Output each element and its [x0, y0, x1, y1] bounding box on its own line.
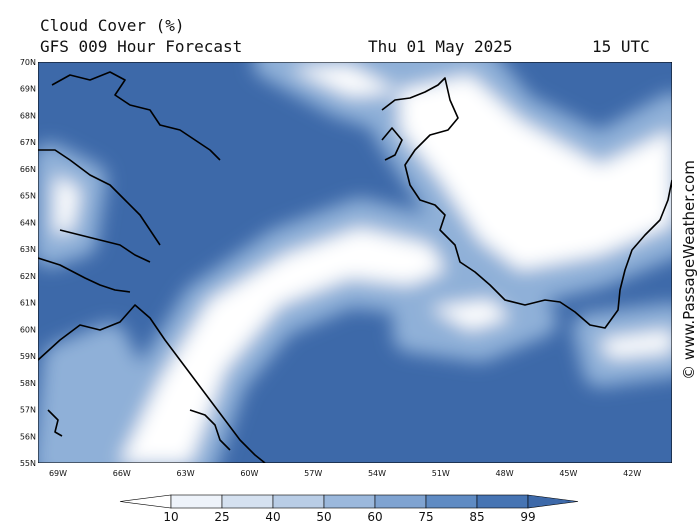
- coastlines: [38, 71, 672, 463]
- colorbar-label: 99: [520, 510, 535, 524]
- lat-label: 68N: [20, 111, 36, 120]
- colorbar-bin: [323, 494, 376, 509]
- lon-label: 60W: [240, 469, 258, 478]
- lat-label: 61N: [20, 299, 36, 308]
- lat-label: 58N: [20, 379, 36, 388]
- colorbar-bin: [170, 494, 223, 509]
- lon-label: 69W: [49, 469, 67, 478]
- lon-label: 63W: [177, 469, 195, 478]
- colorbar-high-arrow: [527, 494, 579, 509]
- map-field: [38, 62, 672, 463]
- lon-axis: 69W 66W 63W 60W 57W 54W 51W 48W 45W 42W: [49, 469, 641, 478]
- lat-label: 64N: [20, 218, 36, 227]
- colorbar-bin: [221, 494, 274, 509]
- lon-label: 66W: [113, 469, 131, 478]
- subtitle: GFS 009 Hour Forecast: [40, 37, 242, 56]
- colorbar-label: 85: [469, 510, 484, 524]
- colorbar-bin: [425, 494, 478, 509]
- lat-label: 59N: [20, 352, 36, 361]
- title: Cloud Cover (%): [40, 16, 185, 35]
- lon-label: 45W: [559, 469, 577, 478]
- colorbar-label: 25: [214, 510, 229, 524]
- time: 15 UTC: [592, 37, 650, 56]
- lat-label: 56N: [20, 432, 36, 441]
- colorbar-label: 60: [367, 510, 382, 524]
- colorbar-bin: [374, 494, 427, 509]
- lat-label: 66N: [20, 165, 36, 174]
- lat-label: 69N: [20, 85, 36, 94]
- lon-label: 54W: [368, 469, 386, 478]
- lat-label: 55N: [20, 459, 36, 468]
- lon-label: 48W: [496, 469, 514, 478]
- colorbar-label: 75: [418, 510, 433, 524]
- colorbar: 10 25 40 50 60 75 85 99: [119, 494, 579, 524]
- lat-axis: 70N 69N 68N 67N 66N 65N 64N 63N 62N 61N 60N 59N 58N 5…: [20, 58, 36, 468]
- lat-label: 62N: [20, 272, 36, 281]
- colorbar-bin: [476, 494, 529, 509]
- date: Thu 01 May 2025: [368, 37, 513, 56]
- lon-label: 57W: [304, 469, 322, 478]
- lat-label: 57N: [20, 406, 36, 415]
- lon-label: 51W: [432, 469, 450, 478]
- colorbar-label: 50: [316, 510, 331, 524]
- lat-label: 65N: [20, 192, 36, 201]
- colorbar-bin: [272, 494, 325, 509]
- colorbar-label: 10: [163, 510, 178, 524]
- lon-label: 42W: [623, 469, 641, 478]
- colorbar-low-arrow: [119, 494, 172, 509]
- lat-label: 63N: [20, 245, 36, 254]
- lat-label: 70N: [20, 58, 36, 67]
- lat-label: 67N: [20, 138, 36, 147]
- watermark: © www.PassageWeather.com: [680, 160, 698, 380]
- lat-label: 60N: [20, 325, 36, 334]
- colorbar-label: 40: [265, 510, 280, 524]
